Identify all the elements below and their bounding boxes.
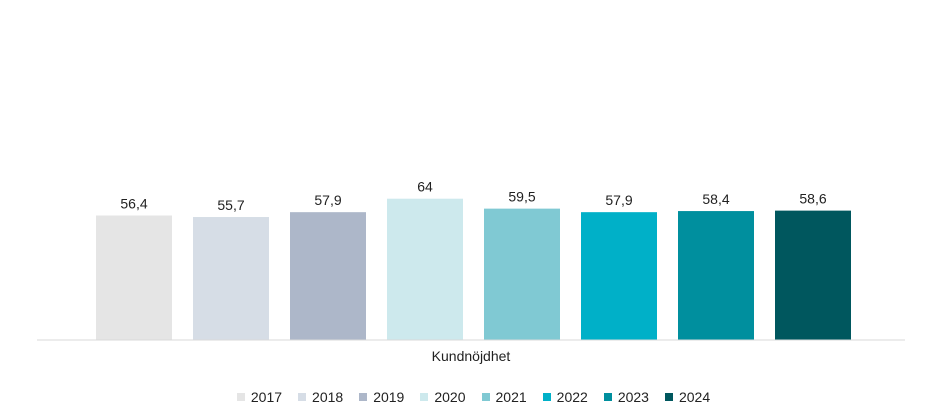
legend-swatch (236, 393, 245, 401)
bar-2017 (96, 215, 172, 340)
legend-item-2018: 2018 (298, 389, 343, 405)
legend-swatch (542, 393, 551, 401)
legend-label: 2024 (678, 389, 711, 405)
bar-2024 (775, 210, 851, 340)
legend-swatch (664, 393, 673, 401)
legend-item-2021: 2021 (481, 389, 527, 405)
bar-2023 (678, 211, 754, 340)
legend-item-2023: 2023 (603, 389, 649, 405)
legend-swatch (298, 393, 307, 401)
bar-group: 56,4 55,7 57,9 64 59,5 57,9 58,4 58,6 (96, 179, 851, 340)
bar-2022 (581, 212, 657, 340)
bar-2019 (290, 212, 366, 340)
data-label-2024: 58,6 (799, 191, 826, 207)
legend: 2017 2018 2019 2020 2021 2022 2023 2024 (0, 389, 947, 405)
data-label-2021: 59,5 (508, 189, 535, 205)
legend-label: 2022 (556, 389, 588, 405)
legend-item-2024: 2024 (664, 389, 711, 405)
legend-label: 2023 (617, 389, 649, 405)
bar-2020 (387, 198, 463, 340)
legend-label: 2017 (250, 389, 283, 405)
data-label-2022: 57,9 (605, 192, 632, 208)
data-label-2017: 56,4 (120, 195, 147, 211)
legend-swatch (481, 393, 490, 401)
legend-item-2019: 2019 (359, 389, 404, 405)
legend-swatch (420, 393, 429, 401)
legend-swatch (603, 393, 612, 401)
legend-label: 2021 (495, 389, 527, 405)
legend-label: 2020 (434, 389, 466, 405)
bar-2018 (193, 217, 269, 340)
category-label: Kundnöjdhet (432, 348, 511, 364)
legend-label: 2019 (373, 389, 405, 405)
data-label-2020: 64 (417, 179, 433, 195)
legend-label: 2018 (312, 389, 344, 405)
data-label-2018: 55,7 (217, 197, 244, 213)
legend-item-2022: 2022 (542, 389, 588, 405)
bar-2021 (484, 208, 560, 340)
legend-item-2017: 2017 (236, 389, 283, 405)
legend-swatch (359, 393, 368, 401)
legend-item-2020: 2020 (420, 389, 466, 405)
data-label-2023: 58,4 (702, 191, 729, 207)
data-label-2019: 57,9 (314, 192, 341, 208)
